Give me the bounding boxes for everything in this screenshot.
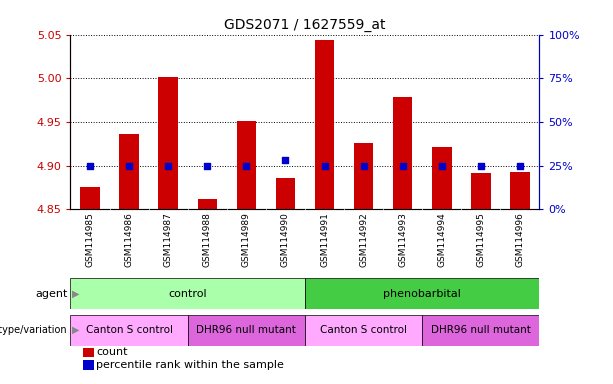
Text: GSM114991: GSM114991 (320, 212, 329, 267)
Bar (197, 199, 217, 209)
Point (124, 162, 134, 169)
Text: GSM114990: GSM114990 (281, 212, 290, 267)
Text: phenobarbital: phenobarbital (383, 289, 461, 299)
Text: GSM114988: GSM114988 (203, 212, 211, 267)
Bar (314, 40, 334, 209)
Point (85, 162, 95, 169)
Text: control: control (169, 289, 207, 299)
Text: ▶: ▶ (72, 325, 79, 335)
Text: percentile rank within the sample: percentile rank within the sample (96, 360, 284, 370)
Bar (276, 178, 295, 209)
Point (476, 162, 485, 169)
Point (242, 162, 251, 169)
Bar (354, 143, 373, 209)
Bar (120, 134, 139, 209)
Text: DHR96 null mutant: DHR96 null mutant (431, 325, 531, 335)
Bar (432, 147, 452, 209)
Text: DHR96 null mutant: DHR96 null mutant (196, 325, 296, 335)
Point (319, 162, 329, 169)
Text: Canton S control: Canton S control (320, 325, 407, 335)
Bar (305, 315, 422, 346)
Point (359, 162, 368, 169)
Text: count: count (96, 347, 128, 357)
Text: GSM114985: GSM114985 (86, 212, 94, 267)
Bar (80, 187, 100, 209)
Bar (393, 98, 413, 209)
Bar (471, 172, 490, 209)
Bar (237, 121, 256, 209)
Text: GSM114989: GSM114989 (242, 212, 251, 267)
Bar (305, 278, 539, 309)
Point (202, 162, 212, 169)
Bar (422, 315, 539, 346)
Text: GSM114992: GSM114992 (359, 212, 368, 267)
Point (398, 162, 408, 169)
Title: GDS2071 / 1627559_at: GDS2071 / 1627559_at (224, 18, 386, 32)
Bar (158, 77, 178, 209)
Text: GSM114994: GSM114994 (437, 212, 446, 267)
Point (281, 157, 291, 164)
Text: agent: agent (35, 289, 67, 299)
Point (515, 162, 525, 169)
Text: GSM114996: GSM114996 (516, 212, 524, 267)
Text: GSM114995: GSM114995 (476, 212, 485, 267)
Point (163, 162, 173, 169)
Text: ▶: ▶ (72, 289, 79, 299)
Bar (70, 315, 188, 346)
Bar (70, 278, 305, 309)
Text: GSM114993: GSM114993 (398, 212, 407, 267)
Point (437, 162, 447, 169)
Text: Canton S control: Canton S control (86, 325, 173, 335)
Bar (510, 172, 530, 209)
Text: GSM114987: GSM114987 (164, 212, 173, 267)
Bar (188, 315, 305, 346)
Text: GSM114986: GSM114986 (124, 212, 134, 267)
Text: genotype/variation: genotype/variation (0, 325, 67, 335)
